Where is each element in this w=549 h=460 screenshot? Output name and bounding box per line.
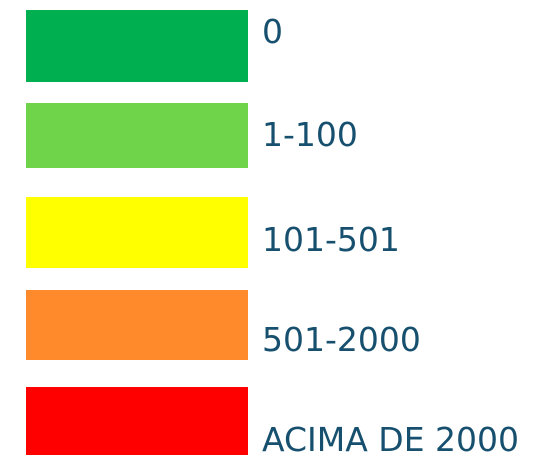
color-swatch xyxy=(26,290,248,360)
color-swatch xyxy=(26,197,248,268)
legend-label: 1-100 xyxy=(262,115,358,154)
legend-label: 501-2000 xyxy=(262,320,421,359)
legend-label: 101-501 xyxy=(262,220,400,259)
legend-label: ACIMA DE 2000 xyxy=(262,420,520,459)
color-swatch xyxy=(26,103,248,168)
legend-label: 0 xyxy=(262,12,283,51)
color-swatch xyxy=(26,387,248,455)
color-swatch xyxy=(26,10,248,82)
